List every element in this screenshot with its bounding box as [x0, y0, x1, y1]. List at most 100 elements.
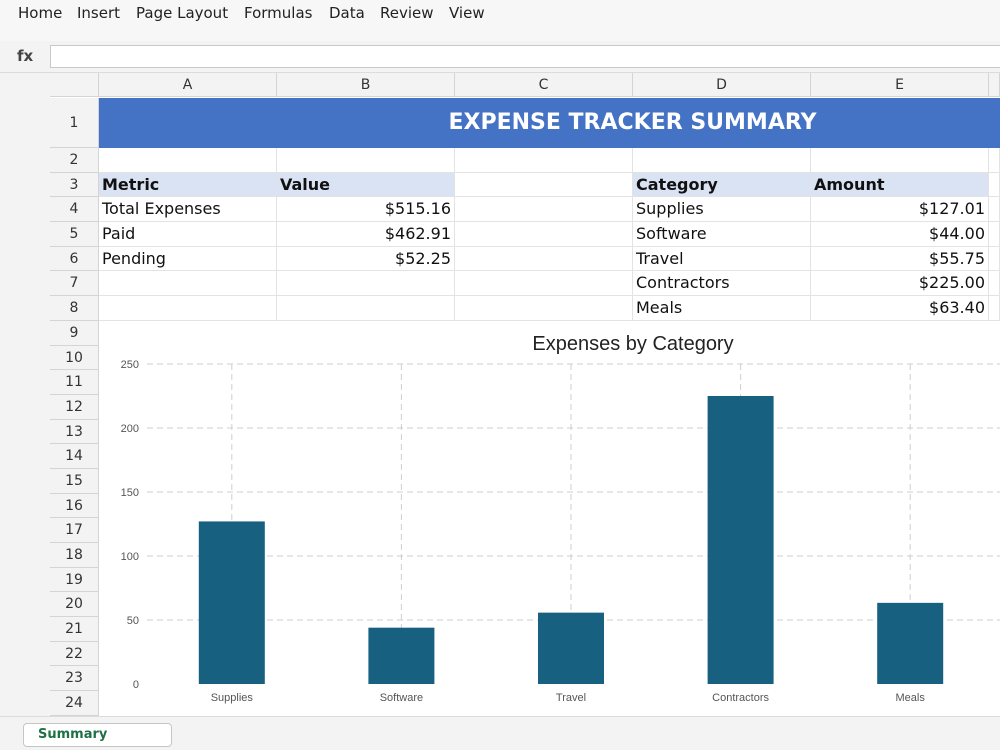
row-header[interactable]: 1	[50, 98, 99, 148]
x-tick-label: Supplies	[211, 692, 254, 704]
cell-b2[interactable]	[277, 148, 455, 173]
title-banner[interactable]: EXPENSE TRACKER SUMMARY	[99, 98, 1000, 148]
y-tick-label: 200	[121, 423, 139, 435]
category-amount-cell[interactable]: $55.75	[811, 247, 989, 271]
category-amount-cell[interactable]: $44.00	[811, 222, 989, 247]
fx-label: fx	[17, 47, 34, 65]
category-name-cell[interactable]: Software	[633, 222, 811, 247]
cell-f8[interactable]	[989, 296, 1000, 321]
cell-b8[interactable]	[277, 296, 455, 321]
row-header[interactable]: 22	[50, 642, 99, 666]
formula-input[interactable]	[50, 45, 1000, 68]
menu-bar: Home Insert Page Layout Formulas Data Re…	[0, 0, 1000, 41]
metric-value-cell[interactable]: $462.91	[277, 222, 455, 247]
column-header-f[interactable]	[989, 73, 1000, 97]
category-name-cell[interactable]: Supplies	[633, 197, 811, 222]
bar-supplies[interactable]	[198, 521, 265, 684]
category-name-cell[interactable]: Meals	[633, 296, 811, 321]
metric-value-cell[interactable]: $52.25	[277, 247, 455, 271]
value-header[interactable]: Value	[277, 173, 455, 197]
row-header[interactable]: 11	[50, 370, 99, 395]
row-header[interactable]: 12	[50, 395, 99, 420]
column-header-a[interactable]: A	[99, 73, 277, 97]
row-header[interactable]: 20	[50, 592, 99, 617]
formula-bar: fx	[0, 41, 1000, 73]
left-margin	[0, 73, 50, 716]
expenses-chart[interactable]: Expenses by Category 0 50 100 150 200 250 Supp…	[99, 322, 1000, 714]
menu-page-layout[interactable]: Page Layout	[136, 4, 229, 22]
row-header[interactable]: 10	[50, 346, 99, 370]
cell-f3[interactable]	[989, 173, 1000, 197]
cell-e2[interactable]	[811, 148, 989, 173]
row-header[interactable]: 23	[50, 666, 99, 691]
cell-f6[interactable]	[989, 247, 1000, 271]
row-header[interactable]: 19	[50, 568, 99, 592]
amount-header[interactable]: Amount	[811, 173, 989, 197]
column-header-d[interactable]: D	[633, 73, 811, 97]
metric-name-cell[interactable]: Pending	[99, 247, 277, 271]
cell-b7[interactable]	[277, 271, 455, 296]
metric-value-cell[interactable]: $515.16	[277, 197, 455, 222]
cell-a7[interactable]	[99, 271, 277, 296]
row-header[interactable]: 7	[50, 271, 99, 296]
menu-insert[interactable]: Insert	[77, 4, 121, 22]
cell-c4[interactable]	[455, 197, 633, 222]
cell-f7[interactable]	[989, 271, 1000, 296]
cell-f5[interactable]	[989, 222, 1000, 247]
cell-d2[interactable]	[633, 148, 811, 173]
row-header[interactable]: 16	[50, 494, 99, 518]
row-header[interactable]: 17	[50, 518, 99, 543]
row-header[interactable]: 3	[50, 173, 99, 197]
row-header[interactable]: 18	[50, 543, 99, 568]
chart-bars	[198, 396, 944, 684]
row-header[interactable]: 8	[50, 296, 99, 321]
row-header[interactable]: 5	[50, 222, 99, 247]
chart-labels: 0 50 100 150 200 250 Supplies Software Travel Con…	[121, 359, 926, 704]
row-header[interactable]: 15	[50, 469, 99, 494]
bar-contractors[interactable]	[707, 396, 774, 684]
cell-f2[interactable]	[989, 148, 1000, 173]
select-all-corner[interactable]	[50, 73, 99, 97]
row-header[interactable]: 21	[50, 617, 99, 642]
row-header[interactable]: 13	[50, 420, 99, 444]
category-name-cell[interactable]: Contractors	[633, 271, 811, 296]
sheet-tab-summary[interactable]: Summary	[23, 723, 172, 747]
row-header[interactable]: 2	[50, 148, 99, 173]
row-header[interactable]: 6	[50, 247, 99, 271]
cell-c8[interactable]	[455, 296, 633, 321]
x-tick-label: Travel	[556, 692, 586, 704]
cell-f4[interactable]	[989, 197, 1000, 222]
column-header-b[interactable]: B	[277, 73, 455, 97]
metric-name-cell[interactable]: Paid	[99, 222, 277, 247]
cell-c2[interactable]	[455, 148, 633, 173]
row-header[interactable]: 4	[50, 197, 99, 222]
cell-c3[interactable]	[455, 173, 633, 197]
bar-travel[interactable]	[538, 612, 604, 684]
metric-header[interactable]: Metric	[99, 173, 277, 197]
bar-software[interactable]	[368, 627, 435, 684]
category-amount-cell[interactable]: $225.00	[811, 271, 989, 296]
cell-c7[interactable]	[455, 271, 633, 296]
column-header-c[interactable]: C	[455, 73, 633, 97]
category-header[interactable]: Category	[633, 173, 811, 197]
menu-data[interactable]: Data	[329, 4, 365, 22]
cell-c6[interactable]	[455, 247, 633, 271]
cell-a8[interactable]	[99, 296, 277, 321]
cell-a2[interactable]	[99, 148, 277, 173]
menu-review[interactable]: Review	[380, 4, 434, 22]
category-amount-cell[interactable]: $127.01	[811, 197, 989, 222]
category-name-cell[interactable]: Travel	[633, 247, 811, 271]
column-header-e[interactable]: E	[811, 73, 989, 97]
menu-formulas[interactable]: Formulas	[244, 4, 313, 22]
menu-view[interactable]: View	[449, 4, 485, 22]
y-tick-label: 100	[121, 551, 139, 563]
metric-name-cell[interactable]: Total Expenses	[99, 197, 277, 222]
menu-home[interactable]: Home	[18, 4, 63, 22]
bar-meals[interactable]	[877, 602, 944, 684]
row-header[interactable]: 14	[50, 444, 99, 469]
cell-c5[interactable]	[455, 222, 633, 247]
category-amount-cell[interactable]: $63.40	[811, 296, 989, 321]
row-header[interactable]: 24	[50, 691, 99, 716]
chart-title: Expenses by Category	[532, 333, 733, 355]
row-header[interactable]: 9	[50, 321, 99, 346]
